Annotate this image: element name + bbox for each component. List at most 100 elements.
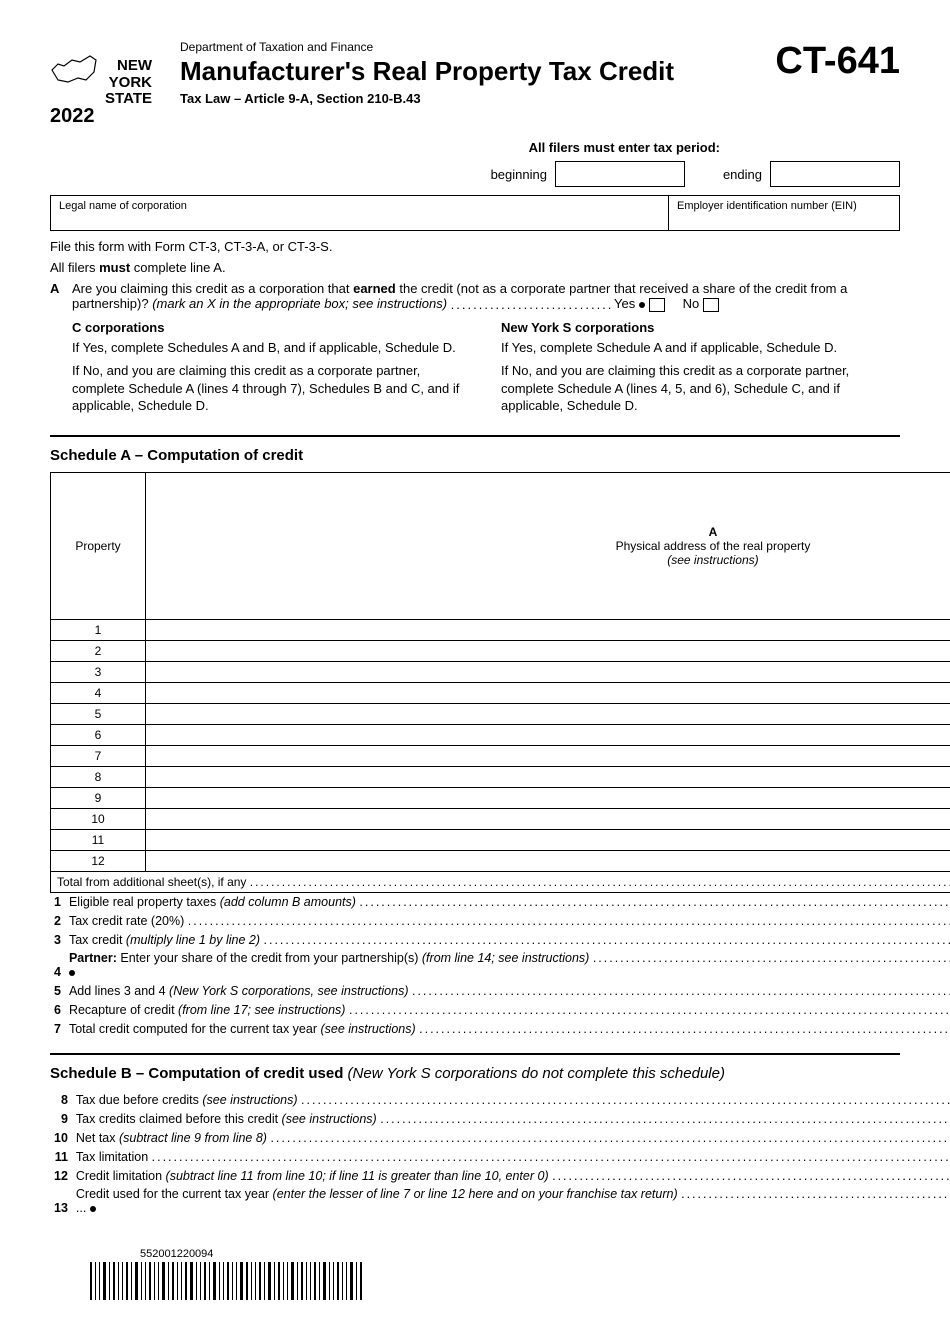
c-corp-heading: C corporations (72, 320, 471, 335)
legal-name-label: Legal name of corporation (59, 200, 187, 212)
ein-field[interactable]: Employer identification number (EIN) (669, 196, 899, 230)
question-a-letter: A (50, 281, 64, 296)
bullet-icon (90, 1206, 96, 1212)
legal-name-field[interactable]: Legal name of corporation (51, 196, 669, 230)
line-description: Add lines 3 and 4 (New York S corporatio… (65, 981, 950, 1000)
line-row: 8 Tax due before credits (see instructio… (50, 1090, 950, 1109)
line-description: Credit limitation (subtract line 11 from… (72, 1166, 950, 1185)
property-row: 7 (51, 745, 950, 766)
line-description: Tax limitation (72, 1147, 950, 1166)
bullet-icon (639, 302, 645, 308)
row-number: 11 (51, 829, 146, 850)
address-cell[interactable] (146, 787, 950, 808)
line-number: 12 (50, 1166, 72, 1185)
address-cell[interactable] (146, 682, 950, 703)
address-cell[interactable] (146, 661, 950, 682)
row-number: 3 (51, 661, 146, 682)
line-number: 13 (50, 1185, 72, 1217)
line-number: 9 (50, 1109, 72, 1128)
line-description: Recapture of credit (from line 17; see i… (65, 1000, 950, 1019)
line-description: Tax due before credits (see instructions… (72, 1090, 950, 1109)
nys-logo: NEW YORK STATE 2022 (50, 40, 160, 130)
c-corp-p1: If Yes, complete Schedules A and B, and … (72, 339, 471, 357)
address-cell[interactable] (146, 829, 950, 850)
nys-outline-icon (50, 50, 98, 86)
line-description: Total credit computed for the current ta… (65, 1019, 950, 1038)
address-cell[interactable] (146, 619, 950, 640)
address-cell[interactable] (146, 724, 950, 745)
line-row: 1 Eligible real property taxes (add colu… (50, 892, 950, 911)
address-cell[interactable] (146, 850, 950, 871)
s-corp-column: New York S corporations If Yes, complete… (501, 320, 900, 421)
period-begin-input[interactable] (555, 161, 685, 187)
schedule-b-lines: 8 Tax due before credits (see instructio… (50, 1090, 950, 1218)
line-row: 10 Net tax (subtract line 9 from line 8)… (50, 1128, 950, 1147)
address-cell[interactable] (146, 766, 950, 787)
period-end-label: ending (723, 167, 762, 182)
line-number: 11 (50, 1147, 72, 1166)
form-code: CT-641 (775, 40, 900, 83)
line-description: Partner: Enter your share of the credit … (65, 949, 950, 981)
form-title: Manufacturer's Real Property Tax Credit (180, 56, 755, 87)
period-begin-label: beginning (491, 167, 547, 182)
line-row: 3 Tax credit (multiply line 1 by line 2)… (50, 930, 950, 949)
line-row: 12 Credit limitation (subtract line 11 f… (50, 1166, 950, 1185)
row-number: 8 (51, 766, 146, 787)
c-corp-column: C corporations If Yes, complete Schedule… (72, 320, 471, 421)
s-corp-p1: If Yes, complete Schedule A and if appli… (501, 339, 900, 357)
corp-type-columns: C corporations If Yes, complete Schedule… (50, 320, 900, 421)
row-number: 9 (51, 787, 146, 808)
line-description: Net tax (subtract line 9 from line 8) (72, 1128, 950, 1147)
property-row: 10 (51, 808, 950, 829)
property-row: 9 (51, 787, 950, 808)
line-number: 8 (50, 1090, 72, 1109)
schedule-a-title: Schedule A – Computation of credit (50, 447, 900, 464)
line-number: 5 (50, 981, 65, 1000)
line-row: 11 Tax limitation 11 25 00 (50, 1147, 950, 1166)
address-cell[interactable] (146, 808, 950, 829)
row-number: 12 (51, 850, 146, 871)
row-number: 6 (51, 724, 146, 745)
divider (50, 1053, 900, 1055)
identification-row: Legal name of corporation Employer ident… (50, 195, 900, 231)
address-cell[interactable] (146, 703, 950, 724)
line-number: 10 (50, 1128, 72, 1147)
logo-line1: NEW (117, 57, 152, 74)
question-a: A Are you claiming this credit as a corp… (50, 281, 900, 312)
address-cell[interactable] (146, 640, 950, 661)
address-cell[interactable] (146, 745, 950, 766)
line-number: 3 (50, 930, 65, 949)
barcode-graphic (90, 1262, 900, 1300)
yes-checkbox[interactable] (649, 298, 665, 312)
line-row: 2 Tax credit rate (20%) 2 .20 (50, 911, 950, 930)
s-corp-p2: If No, and you are claiming this credit … (501, 362, 900, 415)
col-property-header: Property (51, 472, 146, 619)
row-number: 10 (51, 808, 146, 829)
logo-year: 2022 (50, 105, 95, 128)
form-subtitle: Tax Law – Article 9-A, Section 210-B.43 (180, 91, 755, 106)
property-row: 11 (51, 829, 950, 850)
no-checkbox[interactable] (703, 298, 719, 312)
row-number: 7 (51, 745, 146, 766)
bullet-icon (69, 970, 75, 976)
file-note: File this form with Form CT-3, CT-3-A, o… (50, 239, 900, 254)
schedule-b-title: Schedule B – Computation of credit used … (50, 1065, 900, 1082)
period-end-input[interactable] (770, 161, 900, 187)
row-number: 4 (51, 682, 146, 703)
barcode-section: 552001220094 (50, 1248, 900, 1300)
row-number: 5 (51, 703, 146, 724)
property-row: 2 (51, 640, 950, 661)
line-description: Tax credits claimed before this credit (… (72, 1109, 950, 1128)
must-complete-note: All filers must complete line A. (50, 260, 900, 275)
line-number: 6 (50, 1000, 65, 1019)
property-row: 4 (51, 682, 950, 703)
line-description: Tax credit rate (20%) (65, 911, 950, 930)
schedule-a-lines: 1 Eligible real property taxes (add colu… (50, 892, 950, 1039)
property-row: 12 (51, 850, 950, 871)
line-row: 5 Add lines 3 and 4 (New York S corporat… (50, 981, 950, 1000)
period-instruction: All filers must enter tax period: (529, 140, 720, 155)
line-row: 7 Total credit computed for the current … (50, 1019, 950, 1038)
form-header: NEW YORK STATE 2022 Department of Taxati… (50, 40, 900, 130)
line-row: 9 Tax credits claimed before this credit… (50, 1109, 950, 1128)
divider (50, 435, 900, 437)
